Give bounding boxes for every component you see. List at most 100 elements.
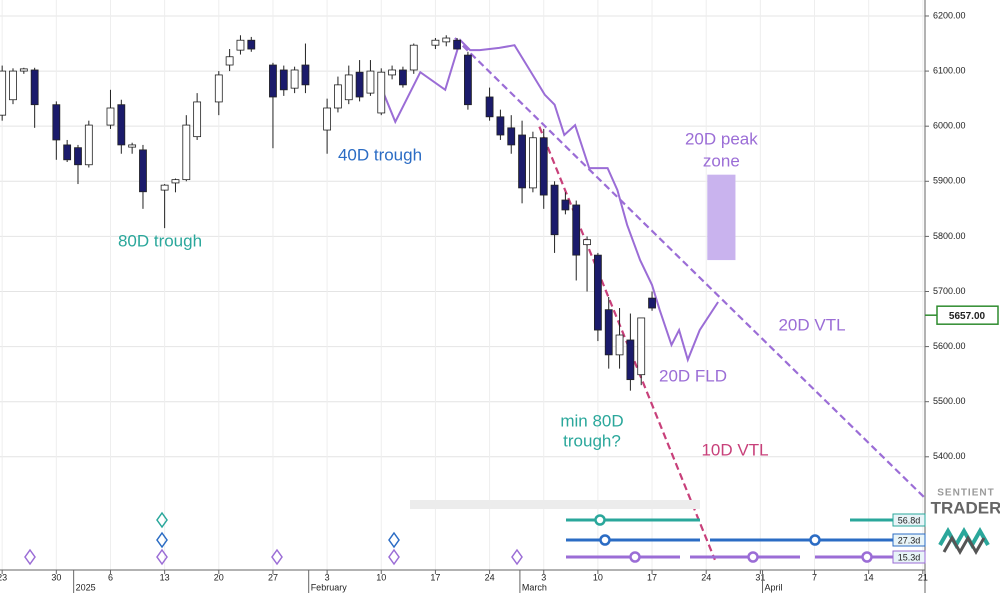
candle-body (236, 39, 245, 51)
candle-body (507, 127, 516, 146)
diamond (156, 531, 168, 549)
candle-body (193, 101, 202, 138)
x-major-label: 2025 (76, 582, 96, 592)
candle-body (334, 84, 342, 109)
y-tick-label: 5700.00 (933, 286, 966, 296)
x-tick-label: 3 (325, 572, 330, 582)
cycle-panel (24, 500, 925, 566)
candle-body (301, 64, 310, 86)
candle-body (529, 137, 537, 189)
line-label: 20D FLD (659, 366, 727, 385)
logo: SENTIENT TRADER (931, 488, 1000, 556)
y-tick-label: 6000.00 (933, 121, 966, 131)
logo-mark (942, 534, 986, 556)
candle-body (247, 39, 256, 50)
candle-body (290, 69, 299, 89)
candle-body (225, 56, 234, 66)
annotation: 40D trough (338, 145, 422, 164)
x-tick-label: 27 (268, 572, 278, 582)
candle-body (388, 69, 396, 76)
candle-body (344, 74, 353, 101)
labels: 5400.00 5500.00 5600.00 5700.00 5800.00 5900.… (0, 10, 999, 593)
candle-body (615, 334, 624, 356)
annotation: trough? (563, 431, 621, 450)
candle-body (182, 124, 191, 181)
candle-body (572, 204, 581, 256)
candle-body (106, 107, 115, 126)
candle-body (269, 64, 277, 98)
x-tick-label: 20 (214, 572, 224, 582)
x-major-label: April (765, 582, 783, 592)
x-tick-label: 24 (485, 572, 495, 582)
candles (0, 35, 656, 391)
x-tick-label: 24 (701, 572, 711, 582)
candle-body (550, 184, 559, 236)
x-major-label: March (522, 582, 547, 592)
diamond (271, 548, 283, 566)
x-tick-label: 10 (593, 572, 603, 582)
line-label: 20D VTL (778, 315, 845, 334)
cycle-label: 15.3d (898, 552, 921, 562)
cycle-line (379, 38, 719, 363)
zone-label: zone (703, 151, 740, 170)
peak-zone (707, 174, 736, 261)
x-major-label: February (311, 582, 348, 592)
candle-body (84, 124, 93, 166)
cycle-label: 27.3d (898, 535, 921, 545)
x-tick-label: 31 (755, 572, 765, 582)
candle-body (409, 44, 418, 71)
last-price-label: 5657.00 (949, 311, 986, 322)
x-tick-label: 13 (160, 572, 170, 582)
cycle-label-box (892, 533, 926, 547)
y-tick-label: 5600.00 (933, 341, 966, 351)
candle-body (19, 68, 28, 72)
logo-text: SENTIENT (937, 488, 994, 499)
candle-body (279, 69, 288, 91)
candle-body (30, 69, 39, 106)
candle-body (583, 239, 591, 246)
logo-mark (938, 526, 990, 550)
annotation: 80D trough (118, 231, 202, 250)
candle-body (117, 104, 126, 146)
candle-body (648, 297, 656, 309)
x-tick-label: 23 (0, 572, 7, 582)
candle-body (9, 70, 17, 101)
cycle-marker (809, 534, 821, 546)
candle-body (323, 107, 332, 131)
candle-body (539, 137, 548, 196)
cycle-label-box (892, 513, 926, 527)
x-tick-label: 10 (376, 572, 386, 582)
last-price-box (936, 305, 999, 325)
candle-body (0, 70, 7, 116)
candle-body (214, 74, 223, 103)
x-tick-label: 6 (108, 572, 113, 582)
diamond (24, 548, 36, 566)
candle-body (593, 254, 602, 331)
cycle-marker (594, 514, 606, 526)
cycle-label: 56.8d (898, 515, 921, 525)
diamond (156, 511, 168, 529)
y-tick-label: 5900.00 (933, 176, 966, 186)
candle-body (485, 96, 494, 118)
candle-body (128, 144, 137, 148)
cycle-marker (599, 534, 611, 546)
diamond (388, 531, 400, 549)
candle-body (366, 70, 375, 94)
candle-body (171, 179, 180, 184)
candle-body (637, 317, 646, 376)
y-tick-label: 5800.00 (933, 231, 966, 241)
x-tick-label: 21 (918, 572, 928, 582)
candle-body (626, 339, 635, 381)
candle-body (139, 149, 147, 193)
candle-body (399, 69, 407, 86)
x-tick-label: 3 (541, 572, 546, 582)
candle-body (464, 54, 472, 106)
cycle-label-box (892, 550, 926, 564)
diamond (156, 548, 168, 566)
panel-band (410, 500, 700, 509)
logo-text: TRADER (931, 498, 1000, 517)
candle-body (377, 71, 386, 114)
diamond (511, 548, 523, 566)
y-tick-label: 5400.00 (933, 451, 966, 461)
